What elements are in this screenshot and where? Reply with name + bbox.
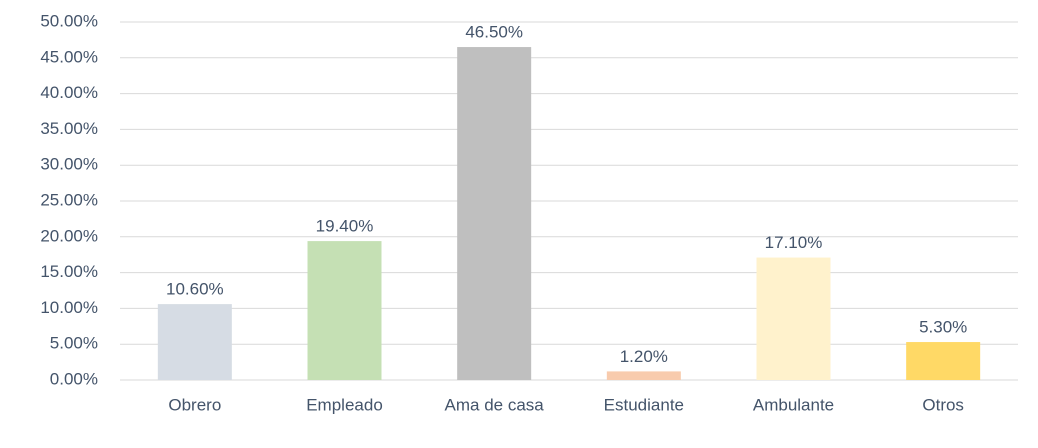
y-tick-label: 10.00%: [40, 298, 98, 317]
x-tick-label: Empleado: [306, 395, 383, 414]
data-label: 19.40%: [316, 217, 374, 236]
bar: [756, 257, 831, 380]
x-tick-label: Ama de casa: [445, 395, 545, 414]
y-tick-label: 15.00%: [40, 262, 98, 281]
data-label: 5.30%: [919, 318, 967, 337]
data-label: 46.50%: [465, 23, 523, 42]
bar: [906, 342, 981, 380]
data-label: 10.60%: [166, 280, 224, 299]
x-tick-label: Ambulante: [753, 395, 834, 414]
x-tick-label: Obrero: [168, 395, 221, 414]
bar: [307, 241, 382, 380]
y-tick-label: 25.00%: [40, 190, 98, 209]
y-tick-label: 0.00%: [50, 369, 98, 388]
y-tick-label: 20.00%: [40, 226, 98, 245]
y-tick-label: 45.00%: [40, 47, 98, 66]
x-tick-label: Otros: [922, 395, 964, 414]
y-tick-label: 35.00%: [40, 119, 98, 138]
y-tick-label: 50.00%: [40, 11, 98, 30]
bar: [157, 304, 232, 380]
y-tick-label: 5.00%: [50, 334, 98, 353]
bar: [606, 371, 681, 380]
data-label: 17.10%: [765, 233, 823, 252]
y-tick-label: 40.00%: [40, 83, 98, 102]
y-tick-label: 30.00%: [40, 155, 98, 174]
data-label: 1.20%: [620, 347, 668, 366]
x-tick-label: Estudiante: [604, 395, 684, 414]
bar: [457, 47, 532, 381]
